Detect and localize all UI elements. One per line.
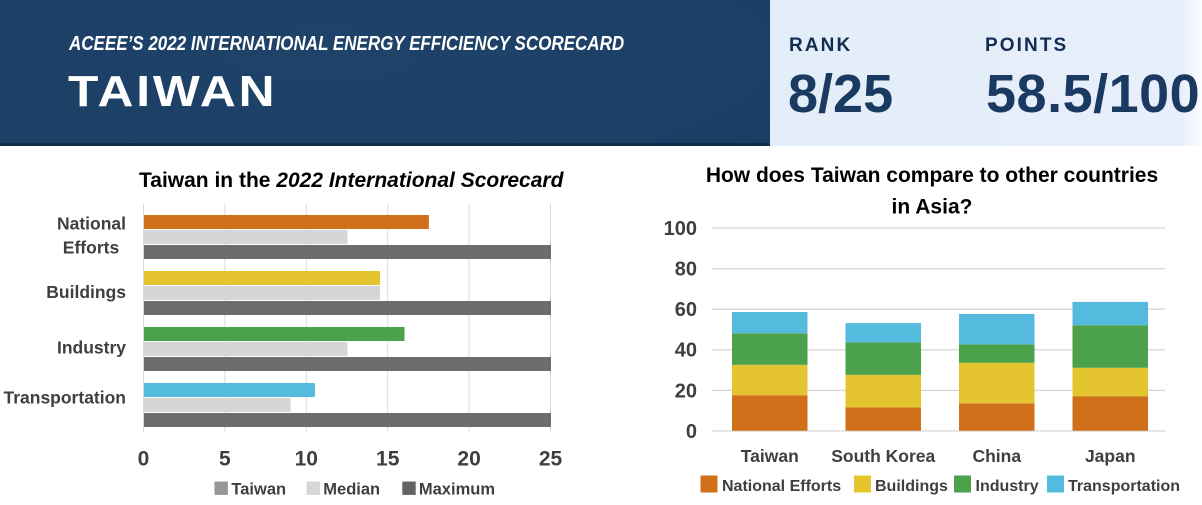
- svg-text:Maximum: Maximum: [419, 480, 495, 498]
- svg-text:National: National: [57, 214, 126, 234]
- svg-text:Buildings: Buildings: [46, 282, 126, 302]
- svg-text:0: 0: [138, 448, 150, 471]
- svg-text:10: 10: [295, 448, 318, 471]
- svg-text:20: 20: [457, 448, 480, 471]
- svg-text:20: 20: [675, 380, 697, 402]
- svg-text:0: 0: [686, 421, 697, 443]
- svg-text:80: 80: [675, 259, 697, 281]
- svg-text:China: China: [972, 446, 1021, 466]
- svg-text:100: 100: [664, 218, 697, 240]
- svg-text:in Asia?: in Asia?: [892, 196, 973, 219]
- svg-text:Efforts: Efforts: [63, 238, 120, 258]
- svg-text:Industry: Industry: [976, 478, 1039, 495]
- svg-text:Transportation: Transportation: [3, 388, 126, 408]
- svg-text:15: 15: [376, 448, 400, 471]
- svg-text:60: 60: [675, 299, 697, 321]
- svg-text:South Korea: South Korea: [831, 446, 935, 466]
- svg-text:25: 25: [539, 448, 563, 471]
- svg-text:Transportation: Transportation: [1068, 478, 1180, 495]
- svg-text:5: 5: [219, 448, 231, 471]
- svg-text:Industry: Industry: [57, 338, 126, 358]
- svg-text:Taiwan in the 2022 Internation: Taiwan in the 2022 International Scoreca…: [139, 169, 565, 192]
- svg-text:Taiwan: Taiwan: [741, 446, 799, 466]
- svg-text:National Efforts: National Efforts: [722, 478, 841, 495]
- svg-text:Median: Median: [323, 480, 380, 498]
- svg-text:40: 40: [675, 340, 697, 362]
- svg-text:Buildings: Buildings: [875, 478, 948, 495]
- svg-text:Japan: Japan: [1085, 446, 1136, 466]
- svg-text:How does Taiwan compare to oth: How does Taiwan compare to other countri…: [706, 164, 1158, 187]
- svg-text:Taiwan: Taiwan: [231, 480, 286, 498]
